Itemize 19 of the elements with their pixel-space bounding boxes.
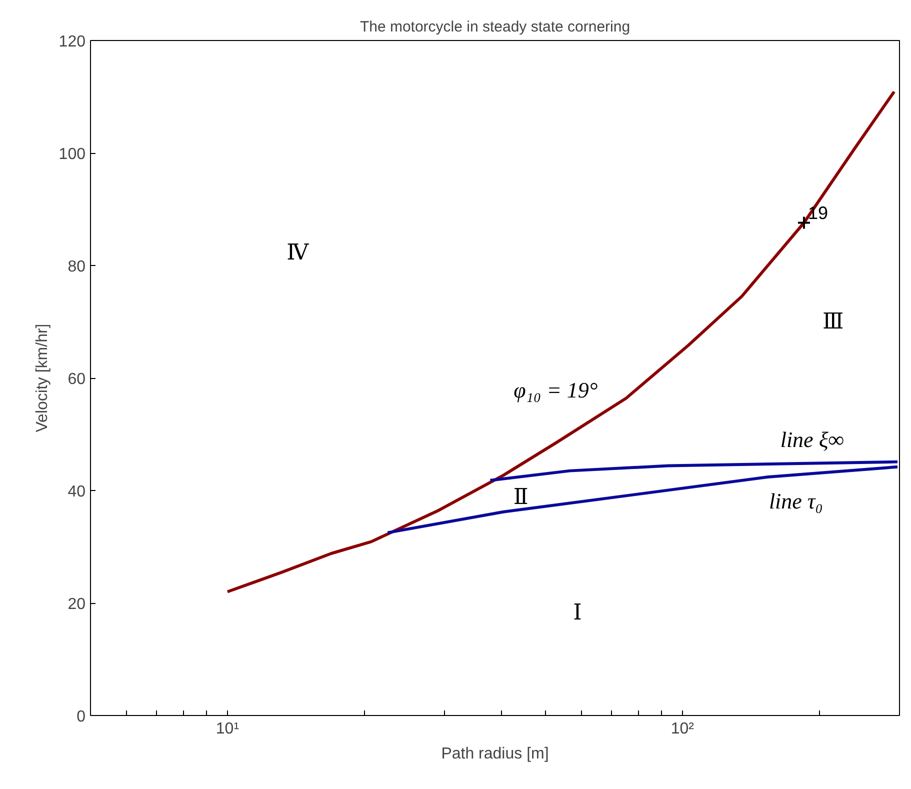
y-tick-label: 100 [58,146,86,163]
x-axis-title: Path radius [m] [441,746,549,762]
annotation: Ⅳ [286,240,310,266]
annotation: Ⅱ [513,484,528,510]
y-tick-label: 0 [76,708,86,726]
y-axis-title: Velocity [km/hr] [34,324,51,432]
x-tick-label: 10¹ [216,720,240,738]
y-tick-label: 20 [68,596,86,613]
annotation: line τ₀ [768,488,823,514]
y-tick-label: 60 [68,371,86,388]
y-tick-label: 80 [68,258,86,276]
chart-title: The motorcycle in steady state cornering [360,18,630,36]
annotation: Ⅲ [822,309,844,334]
annotation: φ₁₀ = 19° [514,378,598,403]
x-tick-label: 10² [670,720,695,738]
y-tick-label: 40 [68,484,86,500]
y-tick-label: 120 [58,34,86,50]
annotation: Ⅰ [573,600,582,626]
annotation: line ξ∞ [780,426,844,452]
